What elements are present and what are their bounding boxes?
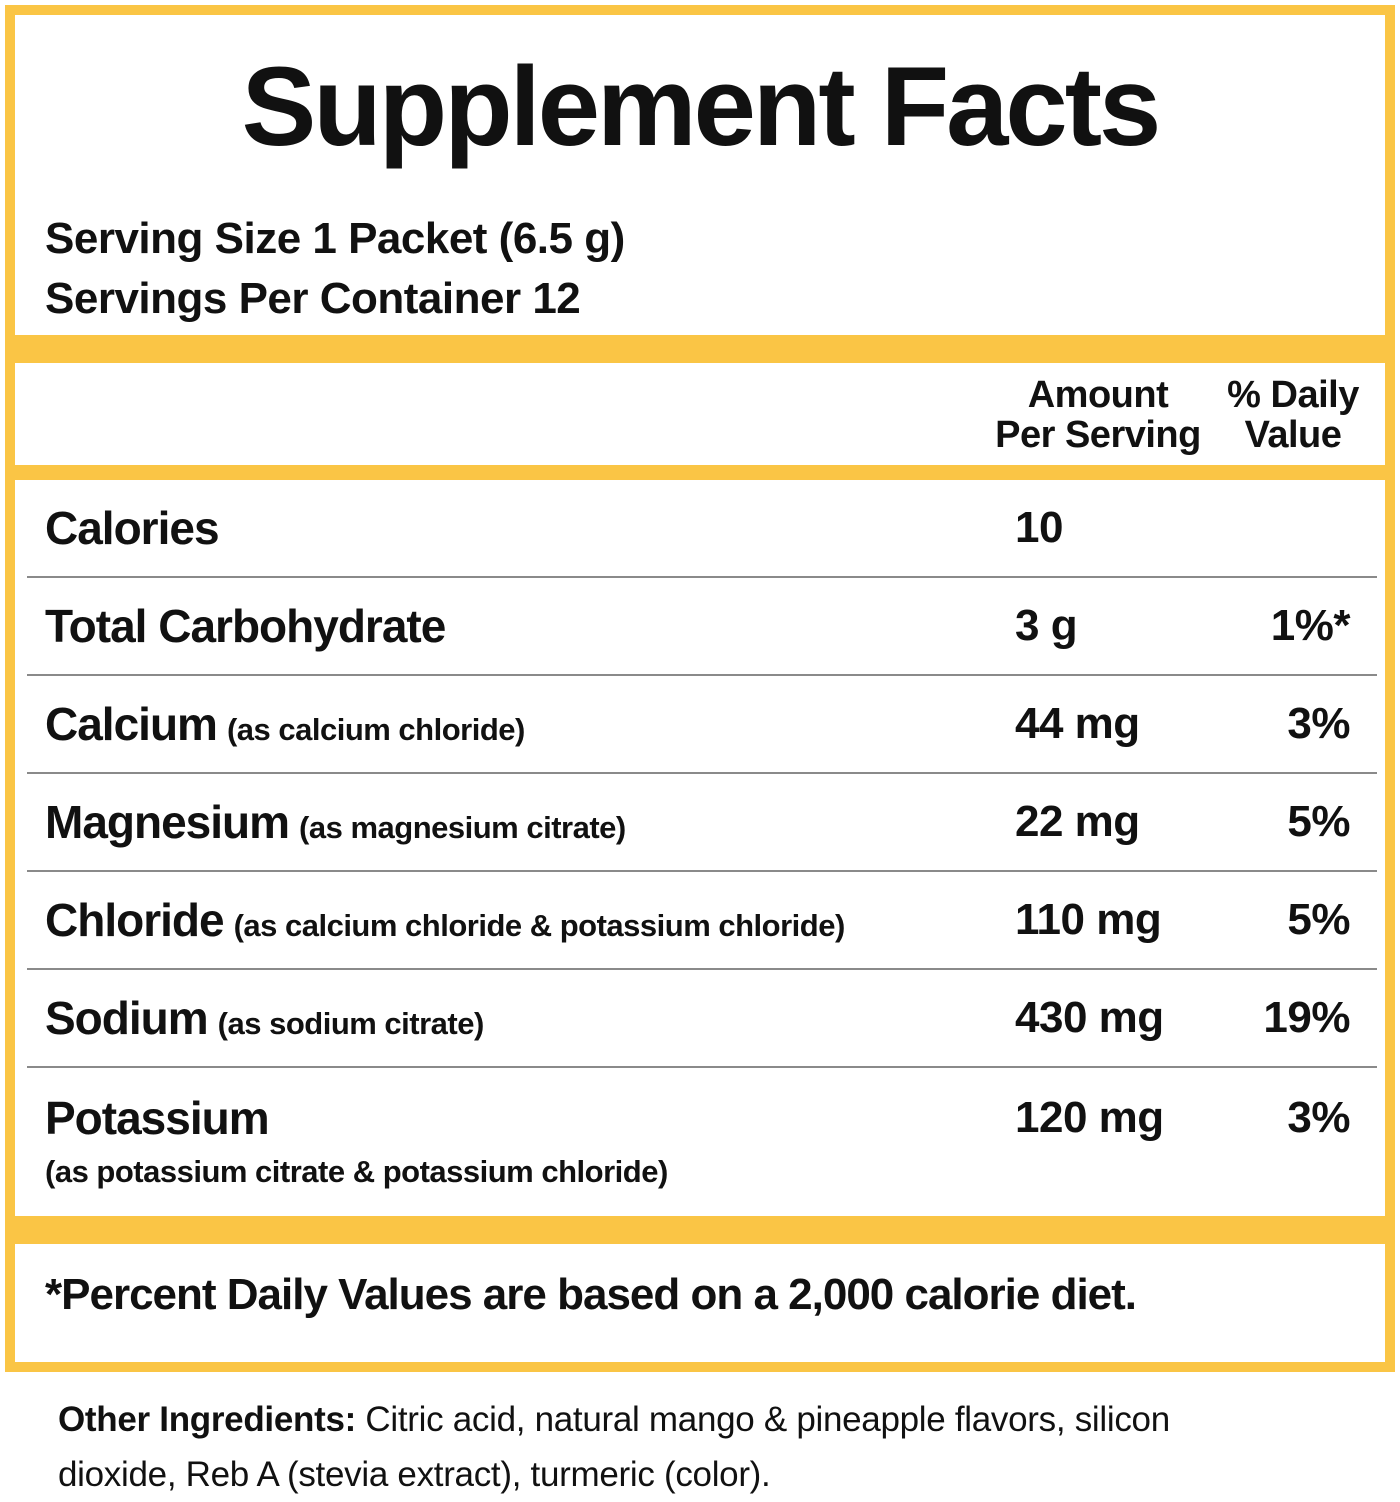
nutrient-amount: 110 mg	[1015, 895, 1162, 944]
amount-per-serving-header: Amount Per Serving	[983, 375, 1213, 455]
other-ingredients-label: Other Ingredients:	[58, 1400, 356, 1439]
daily-value-header: % Daily Value	[1213, 375, 1373, 455]
nutrient-daily-value: 3%	[1287, 699, 1350, 748]
row-magnesium: Magnesium (as magnesium citrate) 22 mg 5%	[15, 774, 1385, 870]
nutrient-name: Sodium	[45, 992, 209, 1044]
nutrient-label: Chloride (as calcium chloride & potassium…	[45, 893, 1015, 947]
amount-header-line1: Amount	[1027, 374, 1169, 416]
panel-title: Supplement Facts	[241, 44, 1162, 169]
nutrient-label: Potassium	[45, 1091, 1015, 1145]
nutrient-name: Calories	[45, 502, 220, 554]
nutrient-form: (as calcium chloride)	[226, 712, 525, 747]
amount-header-line2: Per Serving	[995, 414, 1201, 456]
serving-info: Serving Size 1 Packet (6.5 g) Servings P…	[45, 209, 1355, 329]
dv-header-line2: Value	[1244, 414, 1342, 456]
row-separator	[27, 1066, 1377, 1068]
nutrient-name: Potassium	[45, 1092, 270, 1144]
separator-bar-top	[15, 335, 1385, 363]
other-ingredients: Other Ingredients: Citric acid, natural …	[58, 1392, 1338, 1502]
row-separator	[27, 968, 1377, 970]
nutrient-form: (as magnesium citrate)	[299, 810, 626, 845]
nutrient-label: Magnesium (as magnesium citrate)	[45, 795, 1015, 849]
nutrient-rows: Calories 10 Total Carbohydrate 3 g 1%* C…	[15, 480, 1385, 1206]
separator-bar-header	[15, 465, 1385, 480]
row-calories: Calories 10	[15, 480, 1385, 576]
nutrient-amount: 22 mg	[1015, 797, 1140, 846]
nutrient-label: Sodium (as sodium citrate)	[45, 991, 1015, 1045]
nutrient-daily-value: 1%*	[1270, 601, 1351, 650]
nutrient-daily-value: 19%	[1263, 993, 1350, 1042]
row-sodium: Sodium (as sodium citrate) 430 mg 19%	[15, 970, 1385, 1066]
row-separator	[27, 576, 1377, 578]
nutrient-name: Calcium	[45, 698, 218, 750]
nutrient-label: Calories	[45, 501, 1015, 555]
row-separator	[27, 772, 1377, 774]
nutrient-amount: 10	[1015, 503, 1063, 552]
serving-size-line: Serving Size 1 Packet (6.5 g)	[45, 214, 625, 263]
row-separator	[27, 674, 1377, 676]
nutrient-name: Total Carbohydrate	[45, 600, 446, 652]
dv-header-line1: % Daily	[1227, 374, 1359, 416]
row-separator	[27, 870, 1377, 872]
column-header-row: Amount Per Serving % Daily Value	[15, 363, 1385, 465]
supplement-facts-panel: Supplement Facts Serving Size 1 Packet (…	[5, 5, 1395, 1372]
nutrient-form-below: (as potassium citrate & potassium chlori…	[45, 1154, 668, 1189]
nutrient-daily-value: 5%	[1287, 895, 1350, 944]
nutrient-amount: 120 mg	[1015, 1093, 1164, 1142]
nutrient-name: Chloride	[45, 894, 225, 946]
other-ingredients-line1: Citric acid, natural mango & pineapple f…	[355, 1400, 1170, 1439]
nutrient-daily-value: 3%	[1287, 1093, 1350, 1142]
servings-per-container-line: Servings Per Container 12	[45, 274, 581, 323]
row-potassium: Potassium 120 mg 3%	[15, 1068, 1385, 1160]
nutrient-label: Total Carbohydrate	[45, 599, 1015, 653]
separator-bar-bottom	[15, 1216, 1385, 1244]
nutrient-label: Calcium (as calcium chloride)	[45, 697, 1015, 751]
nutrient-amount: 430 mg	[1015, 993, 1164, 1042]
row-chloride: Chloride (as calcium chloride & potassium…	[15, 872, 1385, 968]
nutrient-amount: 3 g	[1015, 601, 1078, 650]
daily-value-footnote: *Percent Daily Values are based on a 2,0…	[45, 1270, 1137, 1319]
nutrient-amount: 44 mg	[1015, 699, 1140, 748]
nutrient-daily-value: 5%	[1287, 797, 1350, 846]
other-ingredients-line2: dioxide, Reb A (stevia extract), turmeri…	[58, 1455, 771, 1494]
row-total-carbohydrate: Total Carbohydrate 3 g 1%*	[15, 578, 1385, 674]
row-calcium: Calcium (as calcium chloride) 44 mg 3%	[15, 676, 1385, 772]
nutrient-form: (as calcium chloride & potassium chlorid…	[233, 908, 846, 943]
nutrient-form: (as sodium citrate)	[217, 1006, 485, 1041]
nutrient-name: Magnesium	[45, 796, 290, 848]
